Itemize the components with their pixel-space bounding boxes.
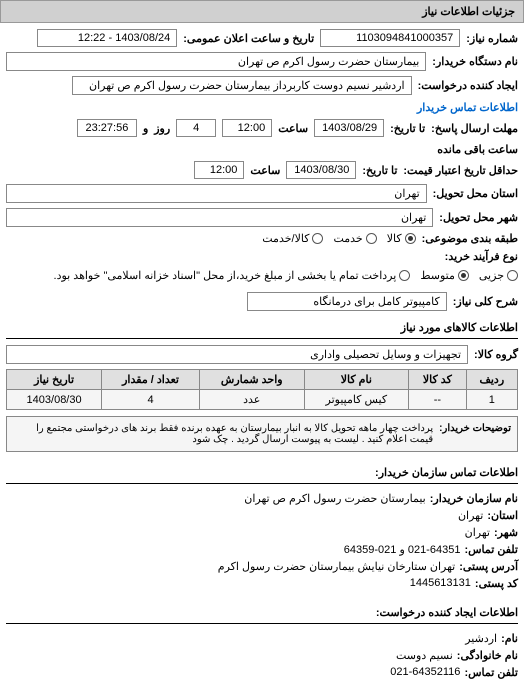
cell-name: کیس کامپیوتر (304, 390, 409, 410)
table-header-row: ردیف کد کالا نام کالا واحد شمارش تعداد /… (7, 370, 518, 390)
creator-phone-label: تلفن تماس: (464, 666, 518, 679)
device-name-label: نام دستگاه خریدار: (432, 55, 518, 68)
goods-group-field: تجهیزات و وسایل تحصیلی واداری (6, 345, 468, 364)
delivery-city-label: شهر محل تحویل: (439, 211, 518, 224)
buyer-notes-box: توضیحات خریدار: پرداخت چهار ماهه تحویل ک… (6, 416, 518, 452)
radio-circle-icon (312, 233, 323, 244)
time-label-2: ساعت (250, 164, 280, 177)
postal-value: 1445613131 (410, 577, 471, 590)
creator-contact-title: اطلاعات ایجاد کننده درخواست: (6, 602, 518, 624)
buyer-notes-text: پرداخت چهار ماهه تحویل کالا به انبار بیم… (13, 423, 433, 445)
radio-treasury[interactable]: پرداخت تمام یا بخشی از مبلغ خرید،از محل … (54, 269, 411, 282)
process-type-label: نوع فرآیند خرید: (445, 250, 518, 263)
postal-label: کد پستی: (475, 577, 518, 590)
buyer-contact-title: اطلاعات تماس سازمان خریدار: (6, 462, 518, 484)
items-table: ردیف کد کالا نام کالا واحد شمارش تعداد /… (6, 369, 518, 410)
city-label: شهر: (494, 526, 518, 539)
contact-info-link[interactable]: اطلاعات تماس خریدار (417, 101, 518, 114)
province-value: تهران (458, 509, 483, 522)
creator-phone-value: 021-64352116 (390, 666, 460, 679)
creator-family-value: نسیم دوست (396, 649, 453, 662)
radio-service[interactable]: خدمت (333, 232, 376, 245)
radio-both-label: کالا/خدمت (262, 232, 309, 245)
cell-qty: 4 (102, 390, 200, 410)
col-code: کد کالا (409, 370, 467, 390)
cell-date: 1403/08/30 (7, 390, 102, 410)
col-unit: واحد شمارش (199, 370, 304, 390)
radio-minor[interactable]: جزیی (479, 269, 518, 282)
phone-label: تلفن تماس: (464, 543, 518, 556)
address-value: تهران ستارخان نیایش بیمارستان حضرت رسول … (218, 560, 455, 573)
deadline-time: 12:00 (222, 119, 272, 137)
org-name-value: بیمارستان حضرت رسول اکرم ص تهران (244, 492, 425, 505)
creator-name-value: اردشیر (465, 632, 497, 645)
deadline-label: مهلت ارسال پاسخ: (431, 122, 518, 135)
process-radio-group: جزیی متوسط پرداخت تمام یا بخشی از مبلغ خ… (54, 269, 518, 282)
cell-code: -- (409, 390, 467, 410)
need-number-field: 1103094841000357 (320, 29, 460, 47)
announce-field: 1403/08/24 - 12:22 (37, 29, 177, 47)
radio-goods-label: کالا (387, 232, 402, 245)
radio-goods[interactable]: کالا (387, 232, 416, 245)
radio-medium-label: متوسط (420, 269, 455, 282)
time-label-1: ساعت (278, 122, 308, 135)
radio-minor-label: جزیی (479, 269, 504, 282)
announce-label: تاریخ و ساعت اعلان عمومی: (183, 32, 314, 45)
subject-radio-group: کالا خدمت کالا/خدمت (262, 232, 415, 245)
radio-treasury-label: پرداخت تمام یا بخشی از مبلغ خرید،از محل … (54, 269, 397, 282)
table-row: 1 -- کیس کامپیوتر عدد 4 1403/08/30 (7, 390, 518, 410)
radio-service-label: خدمت (333, 232, 362, 245)
radio-circle-icon (405, 233, 416, 244)
col-date: تاریخ نیاز (7, 370, 102, 390)
days-left: 4 (176, 119, 216, 137)
and-label: و (143, 122, 148, 135)
price-time: 12:00 (194, 161, 244, 179)
main-header: جزئیات اطلاعات نیاز (0, 0, 524, 23)
city-value: تهران (465, 526, 490, 539)
subject-class-label: طبقه بندی موضوعی: (422, 232, 518, 245)
cell-row: 1 (466, 390, 517, 410)
col-name: نام کالا (304, 370, 409, 390)
price-validity-label: حداقل تاریخ اعتبار قیمت: (403, 164, 518, 177)
phone-value: 021-64351 و 021-64359 (344, 543, 461, 556)
need-title-label: شرح کلی نیاز: (453, 295, 518, 308)
cell-unit: عدد (199, 390, 304, 410)
items-section-title: اطلاعات کالاهای مورد نیاز (6, 317, 518, 339)
need-number-label: شماره نیاز: (466, 32, 518, 45)
radio-circle-icon (399, 270, 410, 281)
until-date-label-2: تا تاریخ: (362, 164, 397, 177)
province-label: استان: (487, 509, 518, 522)
radio-circle-icon (458, 270, 469, 281)
delivery-city: تهران (6, 208, 433, 227)
device-name-field: بیمارستان حضرت رسول اکرم ص تهران (6, 52, 426, 71)
radio-both[interactable]: کالا/خدمت (262, 232, 323, 245)
need-title-field: کامپیوتر کامل برای درمانگاه (247, 292, 447, 311)
creator-name-label: نام: (501, 632, 518, 645)
buyer-notes-label: توضیحات خریدار: (439, 423, 511, 445)
delivery-province: تهران (6, 184, 427, 203)
creator-family-label: نام خانوادگی: (457, 649, 518, 662)
org-name-label: نام سازمان خریدار: (430, 492, 518, 505)
remaining-label: ساعت باقی مانده (437, 143, 518, 156)
radio-circle-icon (507, 270, 518, 281)
price-date: 1403/08/30 (286, 161, 356, 179)
col-qty: تعداد / مقدار (102, 370, 200, 390)
creator-label: ایجاد کننده درخواست: (418, 79, 518, 92)
until-date-label: تا تاریخ: (390, 122, 425, 135)
form-container: شماره نیاز: 1103094841000357 تاریخ و ساع… (0, 23, 524, 687)
creator-field: اردشیر نسیم دوست کاربرداز بیمارستان حضرت… (72, 76, 412, 95)
time-left: 23:27:56 (77, 119, 137, 137)
col-row: ردیف (466, 370, 517, 390)
day-label: روز (154, 122, 170, 135)
radio-circle-icon (366, 233, 377, 244)
radio-medium[interactable]: متوسط (420, 269, 469, 282)
goods-group-label: گروه کالا: (474, 348, 518, 361)
address-label: آدرس پستی: (459, 560, 518, 573)
delivery-province-label: استان محل تحویل: (433, 187, 518, 200)
deadline-date: 1403/08/29 (314, 119, 384, 137)
